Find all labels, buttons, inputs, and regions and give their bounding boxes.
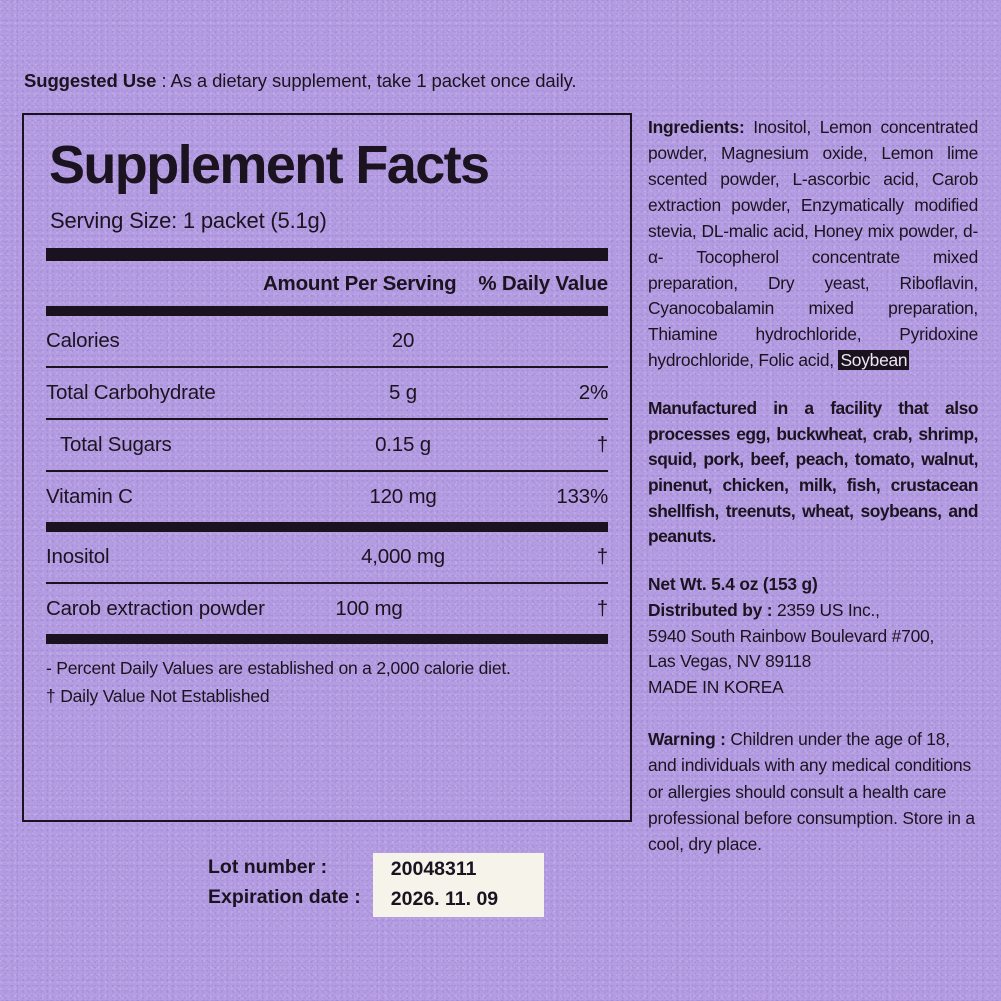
ingredients-paragraph: Ingredients: Inositol, Lemon concentrate… <box>648 115 978 374</box>
nutrient-name: Calories <box>46 328 120 352</box>
net-weight-text: Net Wt. 5.4 oz (153 g) <box>648 573 818 594</box>
country-of-origin: MADE IN KOREA <box>648 677 784 698</box>
distributed-by-value: 2359 US Inc., <box>772 599 880 620</box>
distributed-by-line: Distributed by : 2359 US Inc., <box>648 598 978 624</box>
divider-thin <box>46 469 608 472</box>
warning-text: Children under the age of 18, and indivi… <box>648 729 975 854</box>
net-weight: Net Wt. 5.4 oz (153 g) <box>648 572 978 598</box>
serving-size: Serving Size: 1 packet (5.1g) <box>50 207 327 233</box>
warning-paragraph: Warning : Children under the age of 18, … <box>648 726 978 857</box>
lot-number-label: Lot number : <box>208 856 328 878</box>
right-column: Ingredients: Inositol, Lemon concentrate… <box>648 113 978 857</box>
nutrient-name: Total Carbohydrate <box>46 380 216 404</box>
address-line-1: 5940 South Rainbow Boulevard #700, <box>648 625 935 646</box>
divider-thick-middle <box>46 521 608 532</box>
nutrient-amount: 120 mg <box>369 484 437 508</box>
table-row: Total Carbohydrate 5 g 2% <box>46 368 608 418</box>
allergen-statement: Manufactured in a facility that also pro… <box>648 398 978 547</box>
divider-thick-bottom <box>46 633 608 644</box>
table-row: Inositol 4,000 mg † <box>46 532 608 582</box>
nutrient-daily-value: † <box>596 432 608 456</box>
suggested-use-text: : As a dietary supplement, take 1 packet… <box>156 70 577 91</box>
column-header-daily-value: % Daily Value <box>478 271 608 295</box>
lot-and-expiration-block: Lot number : Expiration date : 20048311 … <box>208 853 545 918</box>
divider-thick-headers <box>46 305 608 316</box>
ingredients-text: Inositol, Lemon concentrated powder, Mag… <box>648 117 978 371</box>
nutrient-name: Vitamin C <box>46 484 133 508</box>
table-column-headers: Amount Per Serving % Daily Value <box>46 261 608 306</box>
lot-number-value: 20048311 <box>390 858 477 880</box>
supplement-facts-title: Supplement Facts <box>49 135 490 195</box>
suggested-use-line: Suggested Use : As a dietary supplement,… <box>24 70 577 92</box>
suggested-use-label: Suggested Use <box>24 70 157 91</box>
footnote-daily-values: - Percent Daily Values are established o… <box>46 657 511 678</box>
footnote-dagger: † Daily Value Not Established <box>46 685 270 706</box>
divider-thin <box>46 581 608 584</box>
divider-thin <box>46 417 608 420</box>
table-row: Vitamin C 120 mg 133% <box>46 472 608 522</box>
nutrient-daily-value: 2% <box>578 380 608 404</box>
expiration-date-label: Expiration date : <box>208 885 361 908</box>
nutrient-daily-value: † <box>596 544 608 568</box>
distribution-block: Net Wt. 5.4 oz (153 g) Distributed by : … <box>648 572 978 702</box>
divider-thin <box>46 365 608 368</box>
ingredient-highlight-soybean: Soybean <box>838 350 910 371</box>
address-line-2: Las Vegas, NV 89118 <box>648 651 812 672</box>
column-header-amount: Amount Per Serving <box>262 271 457 295</box>
nutrient-amount: 100 mg <box>335 596 403 620</box>
nutrient-amount: 5 g <box>389 380 417 404</box>
supplement-facts-panel: Supplement Facts Serving Size: 1 packet … <box>22 113 632 822</box>
ingredients-label: Ingredients: <box>648 117 745 137</box>
nutrient-name: Inositol <box>46 544 110 568</box>
nutrient-amount: 0.15 g <box>375 432 431 456</box>
lot-labels: Lot number : Expiration date : <box>208 853 361 912</box>
nutrient-daily-value: † <box>596 596 608 620</box>
table-row: Carob extraction powder 100 mg † <box>46 584 608 634</box>
nutrient-name: Total Sugars <box>60 432 172 456</box>
nutrient-daily-value: 133% <box>556 484 608 508</box>
lot-values-box: 20048311 2026. 11. 09 <box>372 853 545 918</box>
table-row: Total Sugars 0.15 g † <box>46 420 608 470</box>
table-row: Calories 20 <box>46 316 608 366</box>
distributed-by-label: Distributed by : <box>648 599 773 620</box>
divider-thick-top <box>46 247 608 261</box>
expiration-date-value: 2026. 11. 09 <box>390 887 499 910</box>
nutrient-name: Carob extraction powder <box>46 596 265 620</box>
nutrient-amount: 4,000 mg <box>361 544 445 568</box>
nutrient-amount: 20 <box>391 328 415 352</box>
warning-label: Warning : <box>648 729 726 750</box>
